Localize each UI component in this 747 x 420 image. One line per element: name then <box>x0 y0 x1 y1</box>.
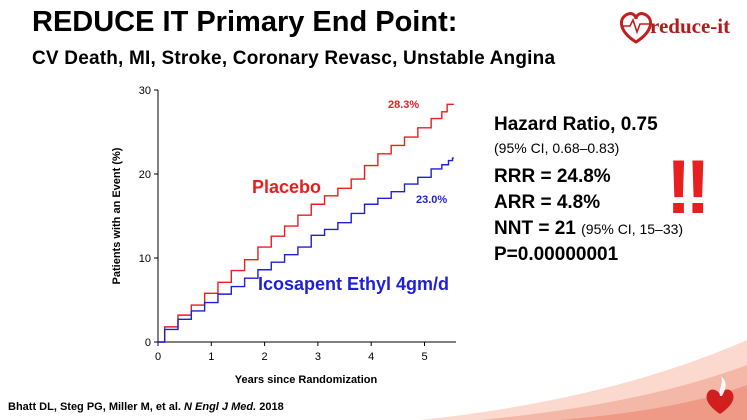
page-title: REDUCE IT Primary End Point: <box>32 6 458 38</box>
x-axis-label: Years since Randomization <box>235 374 378 386</box>
y-tick-label: 0 <box>145 337 151 349</box>
aha-torch-icon <box>706 376 734 414</box>
placebo-line <box>158 103 454 343</box>
rrr-value: RRR = 24.8% <box>494 166 611 187</box>
nnt-row: NNT = 21 (95% CI, 15–33) <box>494 216 683 242</box>
page-subtitle: CV Death, MI, Stroke, Coronary Revasc, U… <box>32 48 556 69</box>
y-axis-label: Patients with an Event (%) <box>111 147 123 284</box>
icosapent-series-label: Icosapent Ethyl 4gm/d <box>258 274 449 294</box>
chart-axes <box>157 90 456 343</box>
logo-text: reduce-it <box>650 14 731 38</box>
arr-value: ARR = 4.8% <box>494 192 601 213</box>
y-tick-label: 10 <box>139 253 151 265</box>
p-value: P=0.00000001 <box>494 244 619 265</box>
icosapent-line <box>158 157 454 343</box>
nnt-ci: (95% CI, 15–33) <box>581 221 684 237</box>
y-tick-label: 30 <box>139 85 151 97</box>
x-tick-label: 3 <box>315 351 321 363</box>
icosapent-end-label: 23.0% <box>416 194 447 206</box>
y-tick-label: 20 <box>139 169 151 181</box>
citation: Bhatt DL, Steg PG, Miller M, et al. N En… <box>8 401 284 413</box>
heart-logo-icon <box>619 12 653 44</box>
x-tick-label: 1 <box>208 351 214 363</box>
exclamation-marks: !! <box>666 145 711 230</box>
citation-authors: Bhatt DL, Steg PG, Miller M, et al. <box>8 401 181 413</box>
nnt-value: NNT = 21 <box>494 218 576 239</box>
stats-panel: Hazard Ratio, 0.75 (95% CI, 0.68–0.83) R… <box>494 112 683 268</box>
x-tick-label: 5 <box>421 351 427 363</box>
hazard-ratio-ci: (95% CI, 0.68–0.83) <box>494 140 620 156</box>
placebo-end-label: 28.3% <box>388 99 419 111</box>
placebo-series-label: Placebo <box>252 177 321 197</box>
x-tick-label: 2 <box>262 351 268 363</box>
x-tick-label: 0 <box>155 351 161 363</box>
citation-journal: N Engl J Med. <box>184 401 257 413</box>
x-tick-label: 4 <box>368 351 374 363</box>
hazard-ratio: Hazard Ratio, 0.75 <box>494 114 658 135</box>
citation-year: 2018 <box>259 401 284 413</box>
